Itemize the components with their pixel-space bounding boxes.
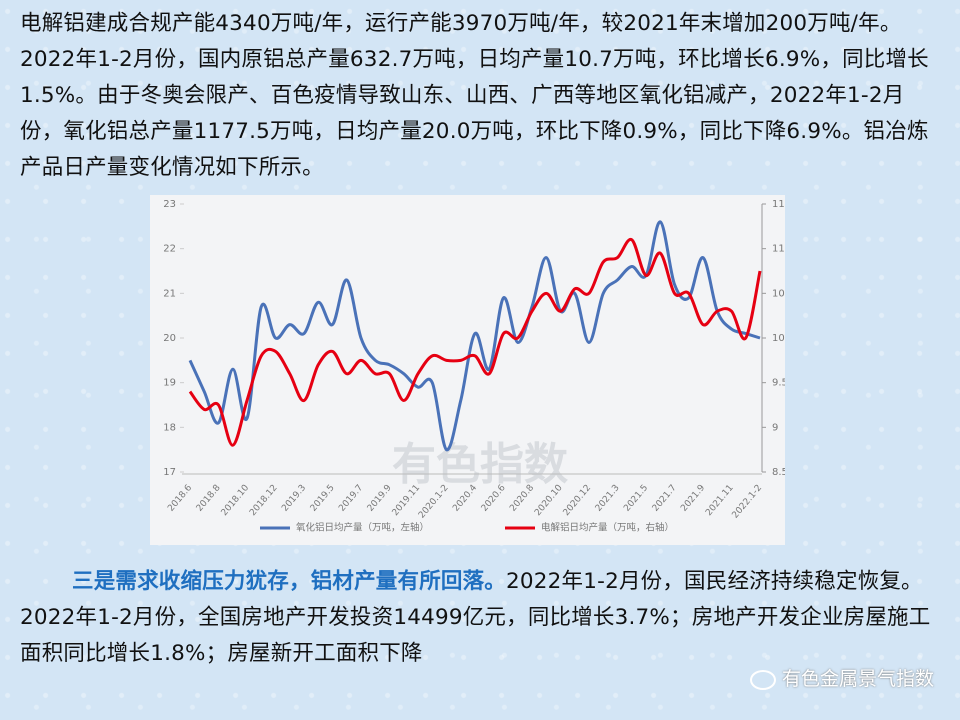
x-tick-label: 2021.9 — [679, 483, 707, 514]
x-tick-label: 2018.10 — [220, 483, 252, 518]
y-tick-label: 21 — [163, 288, 176, 299]
x-tick-label: 2019.7 — [337, 483, 365, 514]
y-tick-label: 20 — [163, 333, 176, 344]
y2-tick-label: 11 — [772, 244, 785, 255]
paragraph: 三是需求收缩压力犹存，铝材产量有所回落。2022年1-2月份，国民经济持续稳定恢… — [20, 564, 945, 672]
legend-label: 氧化铝日均产量（万吨，左轴） — [296, 522, 429, 534]
y-tick-label: 22 — [163, 244, 176, 255]
watermark: 有色金属景气指数 — [749, 664, 934, 691]
x-tick-label: 2022.1-2 — [731, 483, 765, 520]
x-tick-label: 2018.12 — [248, 483, 280, 518]
legend-label: 电解铝日均产量（万吨，右轴） — [541, 522, 674, 534]
y-tick-label: 19 — [163, 378, 176, 389]
y2-tick-label: 8.5 — [772, 467, 785, 478]
paragraph-text: 2022年1-2月份，国民经济持续稳定恢复。2022年1-2月份，全国房地产开发… — [20, 569, 931, 666]
chart-watermark: 有色指数 — [392, 439, 568, 490]
watermark-text: 有色金属景气指数 — [781, 668, 934, 690]
x-tick-label: 2018.8 — [195, 483, 223, 514]
y2-tick-label: 9 — [772, 422, 778, 433]
y-tick-label: 23 — [163, 199, 176, 210]
data-line — [188, 220, 761, 452]
y2-tick-label: 9.5 — [772, 378, 785, 389]
lead-sentence: 三是需求收缩压力犹存，铝材产量有所回落。 — [72, 569, 507, 594]
chart-container: 有色指数 17 18 19 20 21 22 23 8.5 9 9.5 10 10.5 11 11.5 201… — [150, 195, 794, 545]
x-tick-label: 2019.5 — [309, 483, 337, 514]
y2-tick-label: 11.5 — [772, 199, 785, 210]
y-tick-label: 18 — [163, 422, 176, 433]
x-tick-label: 2021.5 — [622, 483, 650, 514]
chart: 有色指数 17 18 19 20 21 22 23 8.5 9 9.5 10 10.5 11 11.5 201… — [163, 199, 794, 534]
x-tick-label: 2021.7 — [651, 483, 679, 514]
x-tick-label: 2021.3 — [594, 483, 622, 514]
y2-tick-label: 10.5 — [772, 288, 785, 299]
paragraph: 电解铝建成合规产能4340万吨/年，运行产能3970万吨/年，较2021年末增加… — [20, 11, 929, 180]
x-tick-label: 2018.6 — [166, 483, 194, 514]
wechat-icon — [749, 669, 776, 690]
x-tick-label: 2019.3 — [280, 483, 308, 514]
data-line — [188, 237, 762, 447]
y2-tick-label: 10 — [772, 333, 785, 344]
y-tick-label: 17 — [163, 467, 176, 478]
x-tick-label: 2019.9 — [366, 483, 394, 514]
